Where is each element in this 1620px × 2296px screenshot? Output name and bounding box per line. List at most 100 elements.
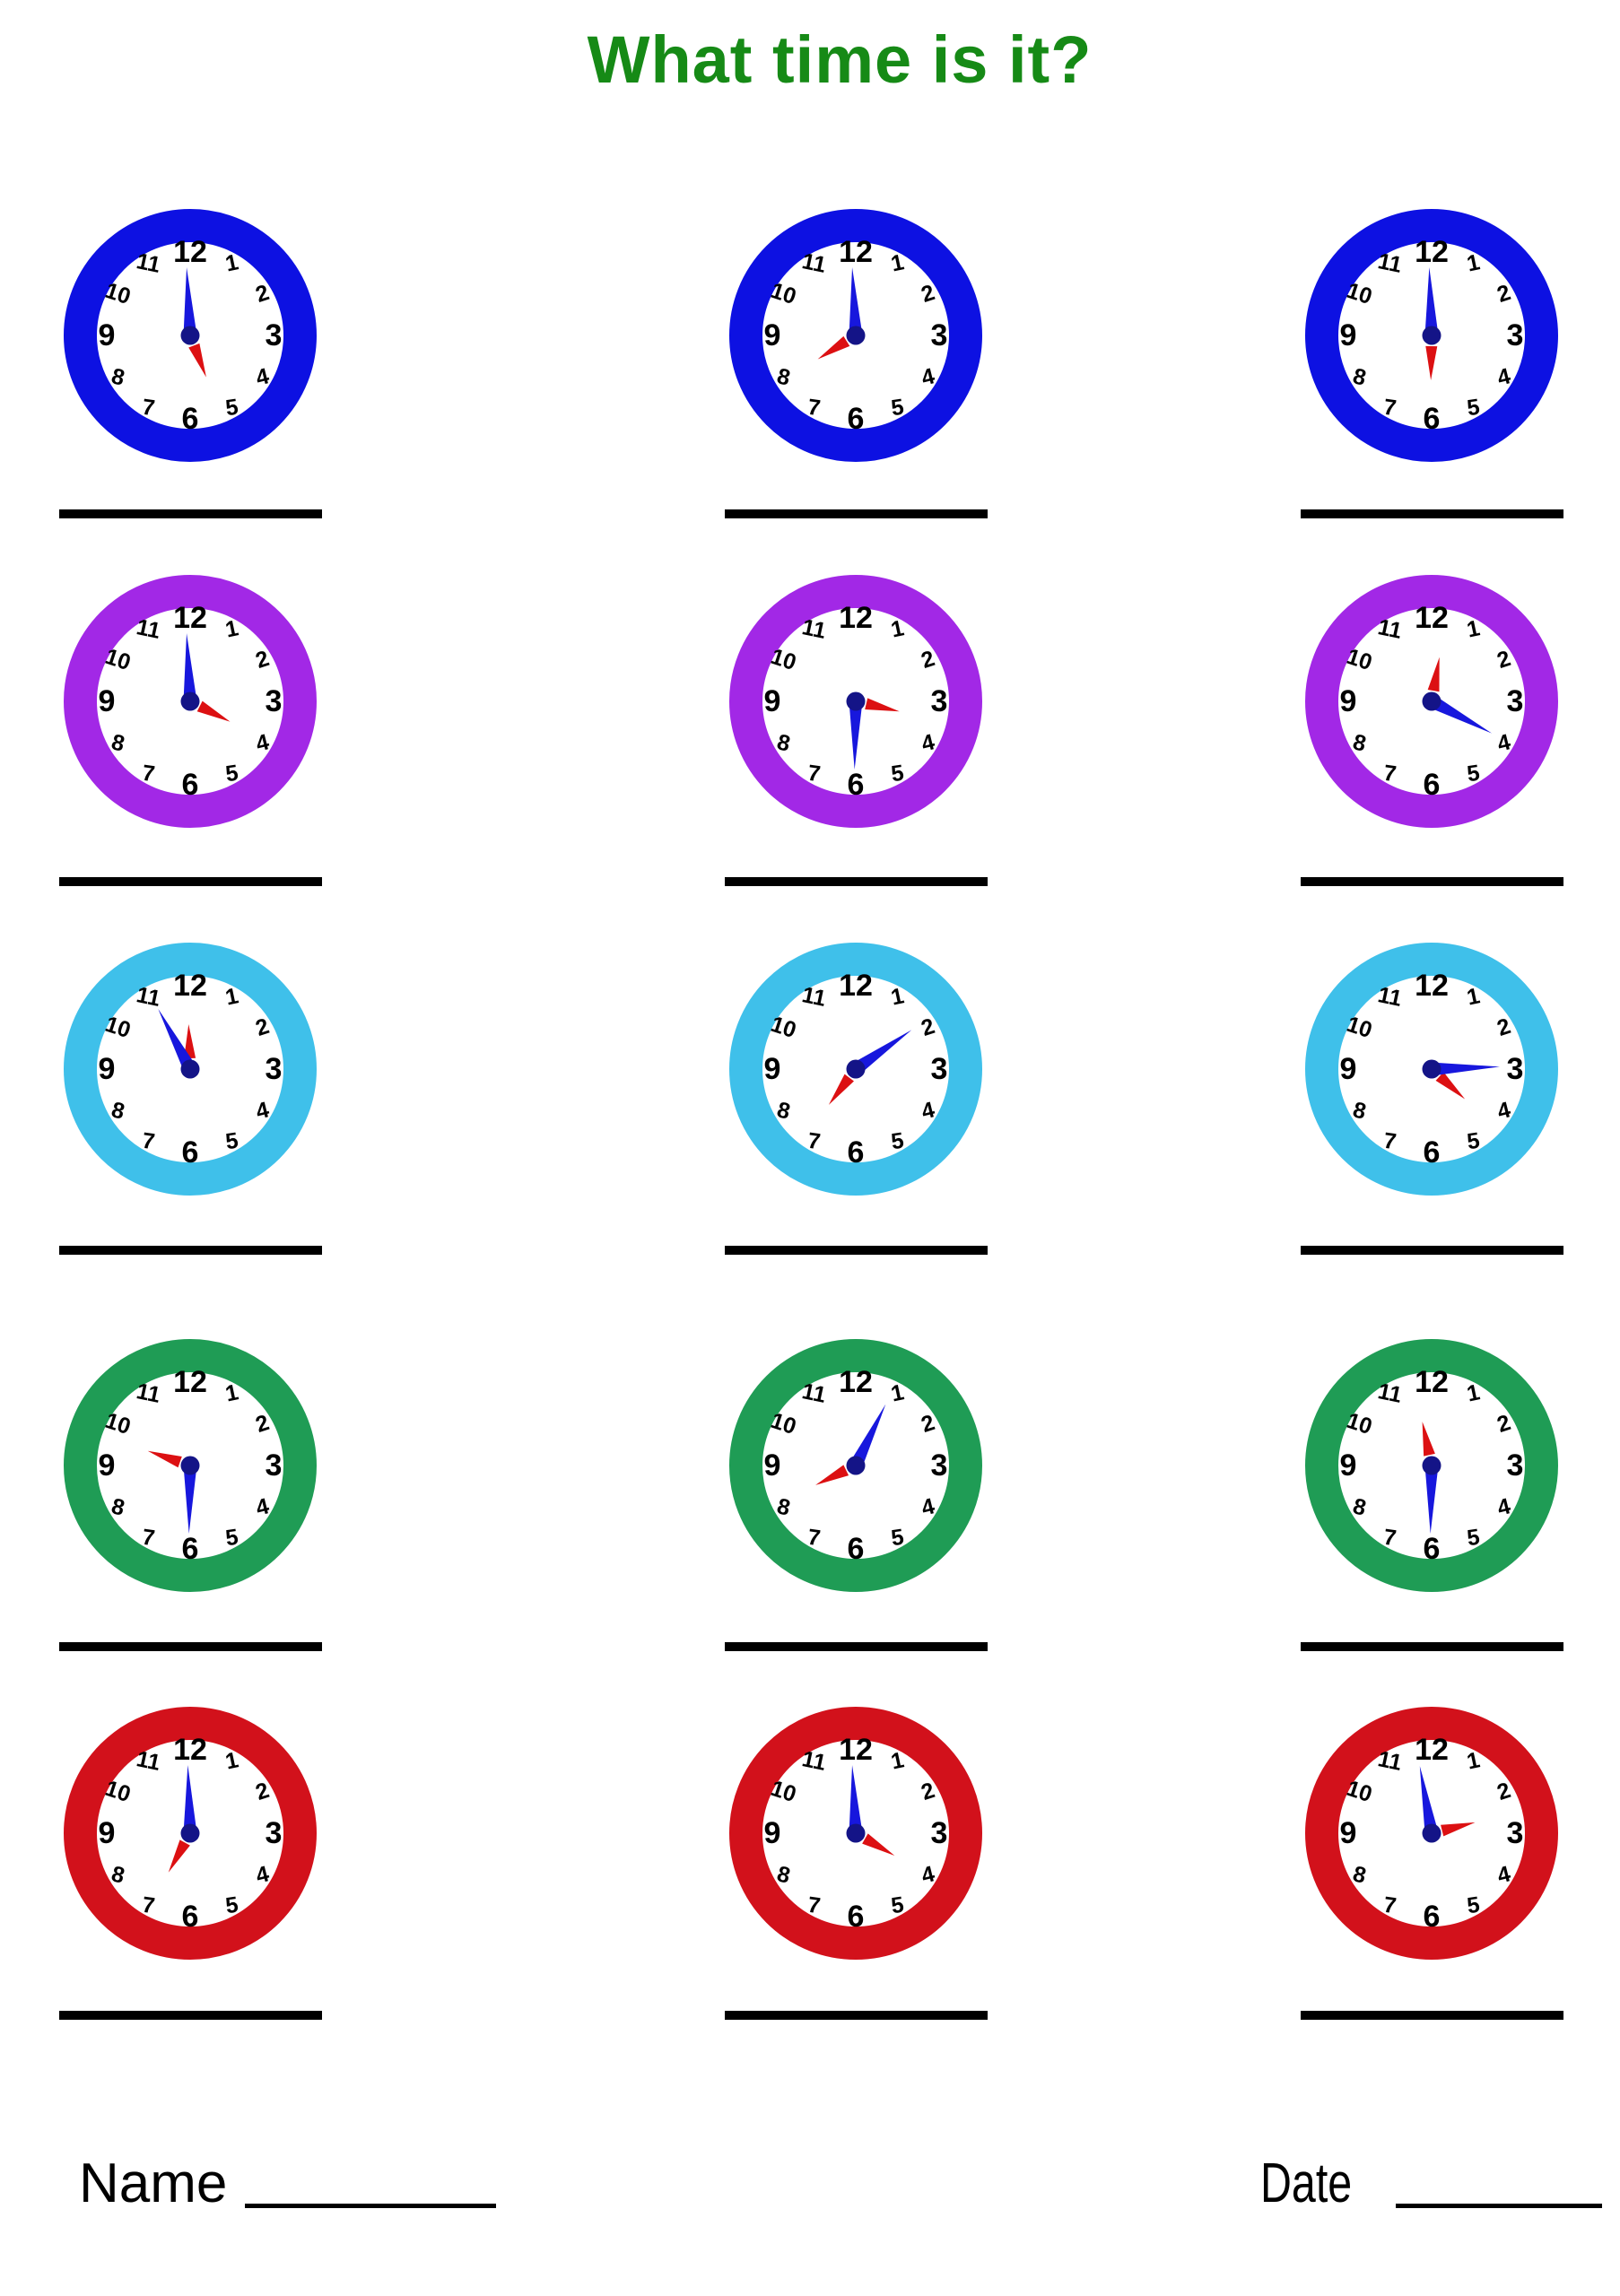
answer-line-r4c1 — [58, 1642, 322, 1651]
hour-hand — [817, 335, 850, 360]
clock-number-12: 12 — [839, 1365, 873, 1399]
minute-hand — [851, 1404, 886, 1465]
clock-number-6: 6 — [1424, 768, 1441, 802]
clock-number-3: 3 — [1507, 1448, 1524, 1483]
clock-number-12: 12 — [173, 969, 207, 1003]
clock-number-8: 8 — [109, 1097, 126, 1125]
clock-center-dot — [180, 1456, 200, 1475]
clock-number-1: 1 — [223, 983, 241, 1010]
clock-number-3: 3 — [1507, 1052, 1524, 1086]
minute-hand — [849, 705, 862, 770]
clock-number-7: 7 — [1382, 1128, 1398, 1155]
clock-r4c2: 1 2 3 4 5 6 7 8 9 10 11 12 — [726, 1335, 986, 1596]
clock-number-4: 4 — [1494, 1097, 1512, 1125]
clock-r3c2: 1 2 3 4 5 6 7 8 9 10 11 12 — [726, 939, 986, 1199]
clock-number-6: 6 — [1424, 402, 1441, 436]
clock-number-5: 5 — [224, 761, 240, 787]
clock-number-12: 12 — [1415, 1365, 1449, 1399]
hour-hand — [862, 1833, 895, 1856]
clock-r5c1: 1 2 3 4 5 6 7 8 9 10 11 12 — [60, 1703, 320, 1963]
clock-number-4: 4 — [1494, 363, 1512, 391]
clock-number-5: 5 — [224, 1525, 240, 1552]
clock-number-5: 5 — [1466, 1128, 1482, 1155]
date-write-line — [1395, 2161, 1602, 2208]
minute-hand — [183, 1469, 196, 1534]
clock-r1c3: 1 2 3 4 5 6 7 8 9 10 11 12 — [1302, 205, 1562, 465]
minute-hand — [849, 1765, 862, 1830]
minute-hand — [856, 1030, 912, 1072]
answer-line-r1c2 — [724, 509, 988, 518]
clock-number-6: 6 — [182, 1900, 199, 1934]
clock-number-11: 11 — [1376, 614, 1405, 644]
clock-center-dot — [846, 1823, 866, 1843]
clock-number-11: 11 — [1376, 1378, 1405, 1408]
clock-number-1: 1 — [223, 1379, 241, 1406]
clock-r2c3: 1 2 3 4 5 6 7 8 9 10 11 12 — [1302, 571, 1562, 831]
clock-r2c1: 1 2 3 4 5 6 7 8 9 10 11 12 — [60, 571, 320, 831]
clock-number-12: 12 — [839, 601, 873, 635]
clock-number-5: 5 — [890, 395, 906, 422]
answer-line-r3c3 — [1300, 1246, 1563, 1255]
answer-line-r3c2 — [724, 1246, 988, 1255]
clock-number-3: 3 — [1507, 1816, 1524, 1850]
clock-number-4: 4 — [919, 1861, 936, 1889]
date-label: Date — [1260, 2152, 1353, 2214]
clock-number-5: 5 — [1466, 1892, 1482, 1919]
page-title: What time is it? — [587, 22, 1093, 97]
clock-number-9: 9 — [1340, 684, 1357, 718]
clock-number-6: 6 — [182, 1532, 199, 1566]
clock-number-12: 12 — [173, 235, 207, 269]
answer-line-r2c2 — [724, 877, 988, 886]
hour-hand — [147, 1450, 182, 1468]
clock-center-dot — [180, 691, 200, 711]
clock-number-7: 7 — [141, 1892, 157, 1919]
clock-number-9: 9 — [1340, 1816, 1357, 1850]
clock-number-12: 12 — [1415, 969, 1449, 1003]
clock-number-1: 1 — [889, 615, 907, 642]
clock-number-12: 12 — [839, 235, 873, 269]
clock-number-9: 9 — [764, 1052, 781, 1086]
clock-number-8: 8 — [1350, 729, 1368, 757]
clock-r4c3: 1 2 3 4 5 6 7 8 9 10 11 12 — [1302, 1335, 1562, 1596]
clock-number-9: 9 — [99, 318, 116, 352]
clock-number-1: 1 — [223, 1747, 241, 1774]
clock-number-4: 4 — [1494, 729, 1512, 757]
clock-number-3: 3 — [266, 1816, 283, 1850]
clock-number-9: 9 — [99, 1816, 116, 1850]
clock-number-12: 12 — [1415, 235, 1449, 269]
minute-hand — [849, 267, 862, 332]
minute-hand — [1435, 1062, 1500, 1075]
clock-number-7: 7 — [806, 761, 823, 787]
clock-number-4: 4 — [253, 363, 271, 391]
clock-number-8: 8 — [109, 1493, 126, 1521]
clock-number-1: 1 — [1465, 1747, 1483, 1774]
clock-number-7: 7 — [141, 761, 157, 787]
answer-line-r5c1 — [58, 2011, 322, 2020]
clock-number-11: 11 — [135, 1746, 163, 1776]
answer-line-r5c3 — [1300, 2011, 1563, 2020]
minute-hand — [1424, 1469, 1438, 1534]
minute-hand — [183, 267, 196, 332]
hour-hand — [1425, 345, 1438, 380]
clock-number-3: 3 — [931, 684, 948, 718]
clock-number-6: 6 — [1424, 1900, 1441, 1934]
clock-number-7: 7 — [1382, 1892, 1398, 1919]
clock-number-1: 1 — [889, 1379, 907, 1406]
clock-number-8: 8 — [774, 1493, 792, 1521]
clock-number-1: 1 — [223, 615, 241, 642]
clock-number-7: 7 — [141, 395, 157, 422]
clock-number-11: 11 — [800, 248, 829, 278]
clock-number-5: 5 — [1466, 395, 1482, 422]
minute-hand — [183, 1765, 196, 1830]
hour-hand — [196, 700, 231, 722]
clock-center-dot — [1422, 1456, 1441, 1475]
clock-center-dot — [1422, 1823, 1441, 1843]
clock-number-7: 7 — [1382, 761, 1398, 787]
answer-line-r2c3 — [1300, 877, 1563, 886]
clock-number-8: 8 — [1350, 1493, 1368, 1521]
date-field: Date — [1260, 2156, 1602, 2212]
clock-number-6: 6 — [848, 1900, 865, 1934]
clock-number-3: 3 — [931, 1448, 948, 1483]
clock-number-12: 12 — [839, 969, 873, 1003]
